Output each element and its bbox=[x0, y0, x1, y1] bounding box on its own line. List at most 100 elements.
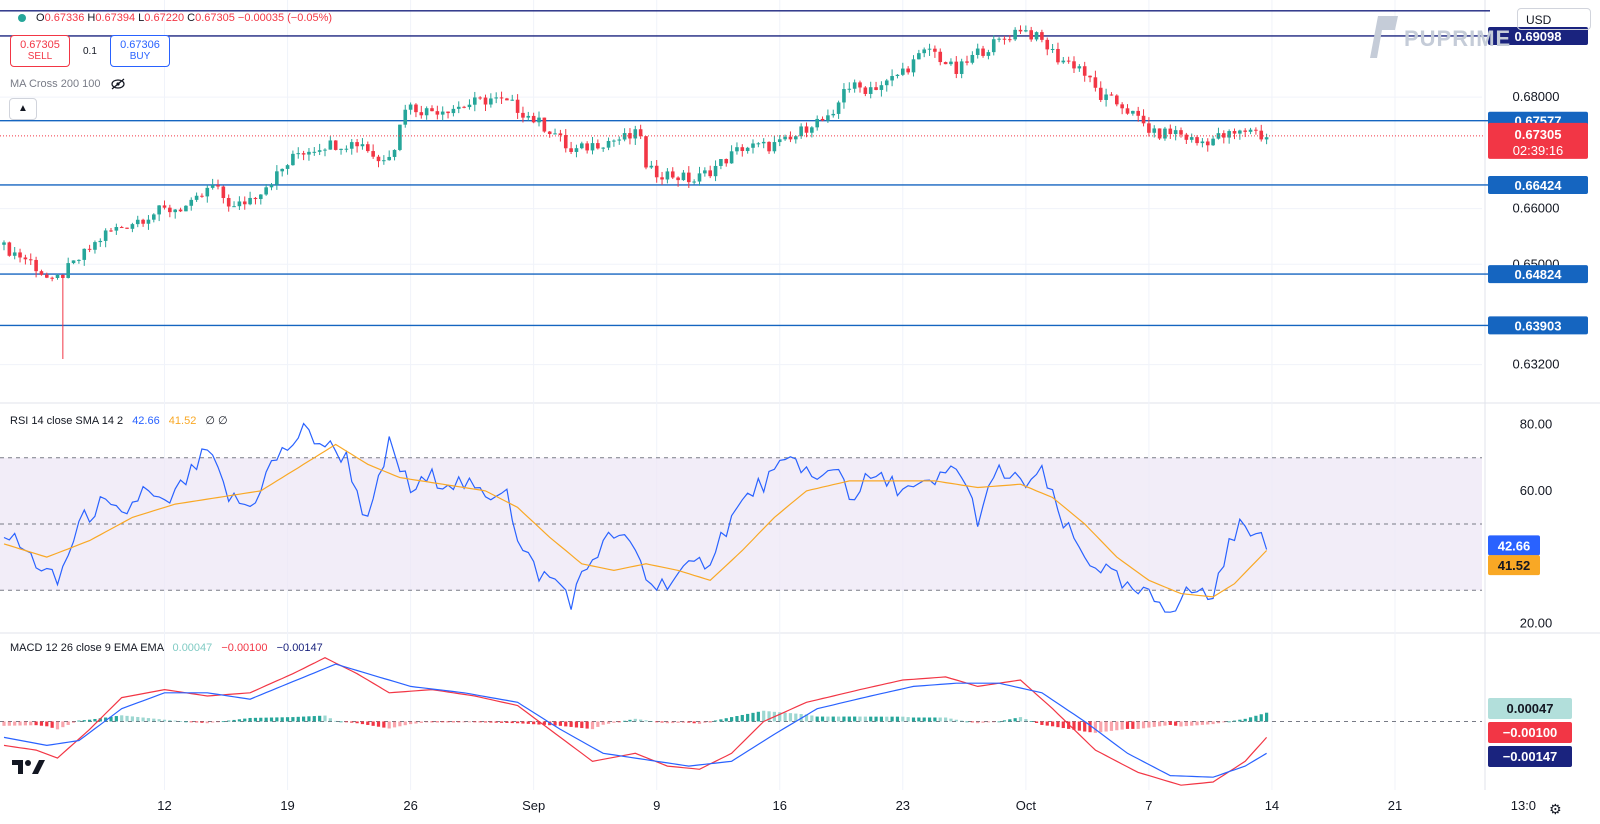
candle-body bbox=[612, 140, 616, 142]
chevron-up-icon: ▲ bbox=[18, 103, 28, 114]
tradingview-logo-icon bbox=[12, 760, 45, 774]
candle-body bbox=[975, 48, 980, 55]
candle-body bbox=[371, 151, 375, 157]
macd-histogram-bar bbox=[243, 718, 247, 722]
macd-histogram-bar bbox=[890, 716, 894, 722]
y-tick-label: 0.63200 bbox=[1513, 357, 1560, 372]
candle-body bbox=[729, 151, 734, 164]
candle-body bbox=[970, 54, 975, 63]
macd-histogram-bar bbox=[783, 712, 787, 722]
macd-histogram-bar bbox=[355, 721, 359, 724]
rsi-extra-values: ∅ ∅ bbox=[205, 415, 228, 427]
candle-body bbox=[339, 148, 343, 150]
candle-body bbox=[649, 165, 654, 168]
candle-body bbox=[66, 263, 70, 278]
candle-body bbox=[328, 140, 333, 150]
candle-body bbox=[681, 172, 686, 181]
macd-histogram-bar bbox=[371, 721, 375, 726]
macd-histogram-bar bbox=[1174, 721, 1178, 726]
macd-histogram-bar bbox=[869, 716, 873, 722]
buy-button[interactable]: 0.67306 BUY bbox=[110, 35, 170, 67]
brand-logo: PUPRIME bbox=[1352, 12, 1512, 62]
candle-body bbox=[1179, 130, 1183, 135]
collapse-button[interactable]: ▲ bbox=[9, 98, 37, 120]
sell-button[interactable]: 0.67305 SELL bbox=[10, 35, 70, 67]
candle-body bbox=[499, 97, 504, 99]
candle-body bbox=[563, 135, 568, 149]
macd-histogram-bar bbox=[441, 721, 445, 723]
candle-body bbox=[890, 76, 894, 81]
macd-histogram-bar bbox=[713, 720, 718, 722]
macd-histogram-bar bbox=[521, 721, 525, 724]
candle-body bbox=[804, 126, 809, 133]
candle-body bbox=[1002, 38, 1007, 40]
candle-body bbox=[858, 82, 862, 88]
candle-body bbox=[435, 111, 440, 115]
macd-histogram-bar bbox=[569, 721, 573, 727]
macd-histogram-bar bbox=[863, 716, 867, 722]
candle-body bbox=[1056, 48, 1060, 63]
macd-histogram-bar bbox=[323, 715, 327, 722]
macd-histogram-bar bbox=[826, 716, 830, 722]
candle-body bbox=[1034, 32, 1039, 40]
macd-histogram-bar bbox=[938, 717, 942, 722]
candle-body bbox=[799, 126, 803, 137]
candle-body bbox=[719, 159, 723, 166]
macd-histogram-bar bbox=[483, 721, 488, 723]
macd-histogram-bar bbox=[1013, 718, 1017, 722]
macd-histogram-bar bbox=[82, 720, 86, 722]
rsi-value-label-bg bbox=[1488, 555, 1540, 576]
candle-body bbox=[130, 224, 135, 229]
macd-histogram-bar bbox=[446, 721, 450, 723]
level-price-label-bg bbox=[1488, 26, 1588, 45]
macd-legend[interactable]: MACD 12 26 close 9 EMA EMA 0.00047 −0.00… bbox=[10, 642, 323, 654]
macd-histogram-bar bbox=[660, 721, 664, 723]
currency-select[interactable]: USD bbox=[1517, 8, 1591, 30]
macd-histogram-bar bbox=[307, 716, 311, 722]
macd-histogram-bar bbox=[1125, 721, 1130, 729]
macd-histogram-bar bbox=[55, 721, 60, 730]
candle-body bbox=[772, 142, 777, 152]
macd-histogram-bar bbox=[216, 721, 220, 723]
candle-body bbox=[82, 248, 87, 260]
macd-histogram-bar bbox=[516, 721, 520, 724]
macd-histogram-bar bbox=[949, 718, 953, 722]
macd-histogram-bar bbox=[740, 714, 744, 722]
candle-body bbox=[836, 102, 841, 114]
candle-body bbox=[1104, 94, 1108, 100]
macd-histogram-bar bbox=[762, 710, 766, 722]
macd-histogram-bar bbox=[205, 721, 209, 724]
macd-histogram-bar bbox=[1163, 721, 1167, 726]
macd-histogram-bar bbox=[200, 721, 204, 723]
macd-histogram-bar bbox=[612, 721, 616, 723]
candle-body bbox=[863, 87, 868, 94]
macd-histogram-bar bbox=[879, 716, 883, 722]
candle-body bbox=[307, 151, 311, 155]
candle-body bbox=[660, 177, 664, 180]
macd-histogram-bar bbox=[339, 721, 343, 723]
gear-icon[interactable]: ⚙ bbox=[1549, 801, 1562, 817]
macd-histogram-bar bbox=[473, 721, 477, 723]
spread-value: 0.1 bbox=[83, 46, 97, 57]
candle-body bbox=[489, 98, 493, 105]
candle-body bbox=[141, 219, 145, 224]
macd-histogram-bar bbox=[1184, 721, 1188, 727]
rsi-legend[interactable]: RSI 14 close SMA 14 2 42.66 41.52 ∅ ∅ bbox=[10, 414, 228, 427]
candle-body bbox=[542, 117, 547, 132]
candle-body bbox=[1141, 115, 1146, 124]
macd-histogram-bar bbox=[403, 721, 407, 726]
macd-histogram-bar bbox=[676, 721, 680, 723]
macd-histogram-bar bbox=[376, 721, 381, 727]
ma-indicator-label[interactable]: MA Cross 200 100 bbox=[10, 78, 126, 90]
macd-histogram-bar bbox=[457, 721, 461, 723]
macd-value-label: 0.00047 bbox=[1507, 701, 1554, 716]
candle-body bbox=[1115, 95, 1119, 105]
eye-hidden-icon[interactable] bbox=[110, 78, 126, 90]
macd-histogram-bar bbox=[853, 716, 857, 722]
macd-histogram-bar bbox=[1190, 721, 1194, 726]
macd-histogram-bar bbox=[601, 721, 605, 725]
candle-body bbox=[232, 206, 236, 208]
candle-body bbox=[125, 227, 129, 229]
candle-body bbox=[45, 274, 49, 278]
